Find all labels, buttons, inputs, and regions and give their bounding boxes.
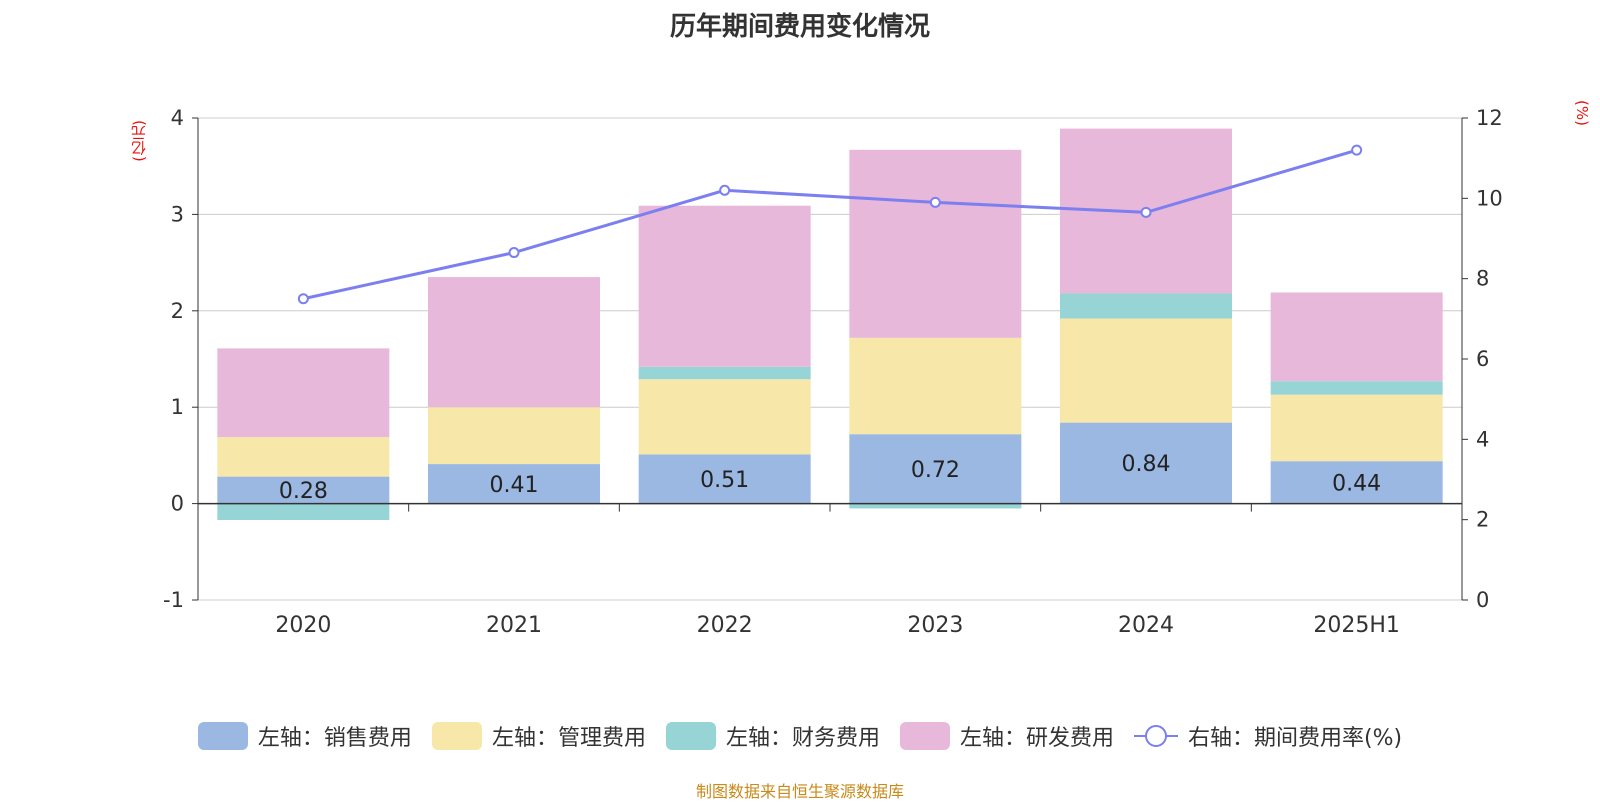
rate-point — [508, 247, 520, 259]
bar-segment — [217, 348, 390, 438]
category-label: 2023 — [907, 613, 963, 638]
legend-label-sales: 左轴：销售费用 — [257, 726, 412, 751]
bar-segment — [1270, 292, 1443, 382]
legend-item-finance[interactable]: 左轴：财务费用 — [665, 720, 880, 752]
bar-segment — [428, 407, 600, 465]
data-label: 0.41 — [490, 473, 539, 498]
data-label: 0.44 — [1332, 471, 1381, 496]
bar-segment — [217, 503, 390, 520]
data-label: 0.84 — [1122, 452, 1171, 477]
chart-legend: 左轴：销售费用 左轴：管理费用 左轴：财务费用 左轴：研发费用 右轴：期间费用率… — [0, 720, 1600, 752]
category-label: 2021 — [486, 613, 542, 638]
left-tick-label: -1 — [163, 588, 184, 612]
left-tick-label: 3 — [171, 202, 184, 226]
legend-label-admin: 左轴：管理费用 — [491, 726, 646, 751]
rate-point — [929, 196, 941, 208]
category-label: 2020 — [275, 613, 331, 638]
legend-swatch-rate — [1133, 725, 1178, 747]
right-tick-label: 10 — [1476, 186, 1503, 210]
data-label: 0.72 — [911, 458, 960, 483]
legend-swatch-sales — [197, 722, 248, 750]
bar-segment — [849, 337, 1022, 435]
category-label: 2022 — [697, 613, 753, 638]
legend-item-rnd[interactable]: 左轴：研发费用 — [899, 720, 1114, 752]
legend-item-admin[interactable]: 左轴：管理费用 — [431, 720, 646, 752]
bar-segment — [849, 149, 1022, 338]
left-tick-label: 2 — [171, 299, 184, 323]
bar-segment — [638, 454, 811, 504]
right-tick-label: 4 — [1476, 427, 1489, 451]
bar-segment — [1060, 422, 1232, 504]
bar-segment — [849, 434, 1022, 504]
bar-segment — [638, 379, 811, 455]
left-tick-label: 1 — [171, 395, 184, 419]
rate-point — [297, 293, 309, 305]
bar-segment — [638, 366, 811, 380]
bar-segment — [1270, 381, 1443, 395]
right-tick-label: 2 — [1476, 508, 1489, 532]
bar-segment — [1060, 318, 1232, 423]
legend-swatch-finance — [665, 722, 716, 750]
bar-segment — [1270, 461, 1443, 504]
legend-item-rate[interactable]: 右轴：期间费用率(%) — [1133, 720, 1403, 752]
rate-line — [303, 148, 1358, 301]
rate-point — [1140, 206, 1152, 218]
left-tick-label: 0 — [171, 492, 184, 516]
rate-point — [719, 184, 731, 196]
legend-label-rnd: 左轴：研发费用 — [959, 726, 1114, 751]
chart-title: 历年期间费用变化情况 — [669, 12, 930, 42]
bar-segment — [428, 464, 600, 504]
data-label: 0.51 — [700, 468, 749, 493]
source-note: 制图数据来自恒生聚源数据库 — [695, 782, 904, 801]
legend-swatch-admin — [431, 722, 482, 750]
legend-label-finance: 左轴：财务费用 — [725, 726, 880, 751]
category-label: 2025H1 — [1313, 613, 1400, 638]
bar-segment — [217, 476, 390, 504]
bar-segment — [428, 277, 600, 408]
right-tick-label: 6 — [1476, 347, 1489, 371]
bar-segment — [217, 437, 390, 477]
right-tick-label: 0 — [1476, 588, 1489, 612]
bar-segment — [1270, 394, 1443, 462]
bar-segment — [849, 503, 1022, 509]
bar-segment — [1060, 293, 1232, 319]
category-label: 2024 — [1118, 613, 1174, 638]
right-tick-label: 12 — [1476, 106, 1503, 130]
right-axis-unit: (%) — [1573, 100, 1591, 126]
legend-item-sales[interactable]: 左轴：销售费用 — [197, 720, 412, 752]
legend-swatch-rnd — [899, 722, 950, 750]
rate-point — [1351, 144, 1363, 156]
data-label: 0.28 — [279, 479, 328, 504]
legend-label-rate: 右轴：期间费用率(%) — [1187, 726, 1403, 751]
right-tick-label: 8 — [1476, 267, 1489, 291]
left-tick-label: 4 — [171, 106, 184, 130]
bar-segment — [638, 205, 811, 367]
